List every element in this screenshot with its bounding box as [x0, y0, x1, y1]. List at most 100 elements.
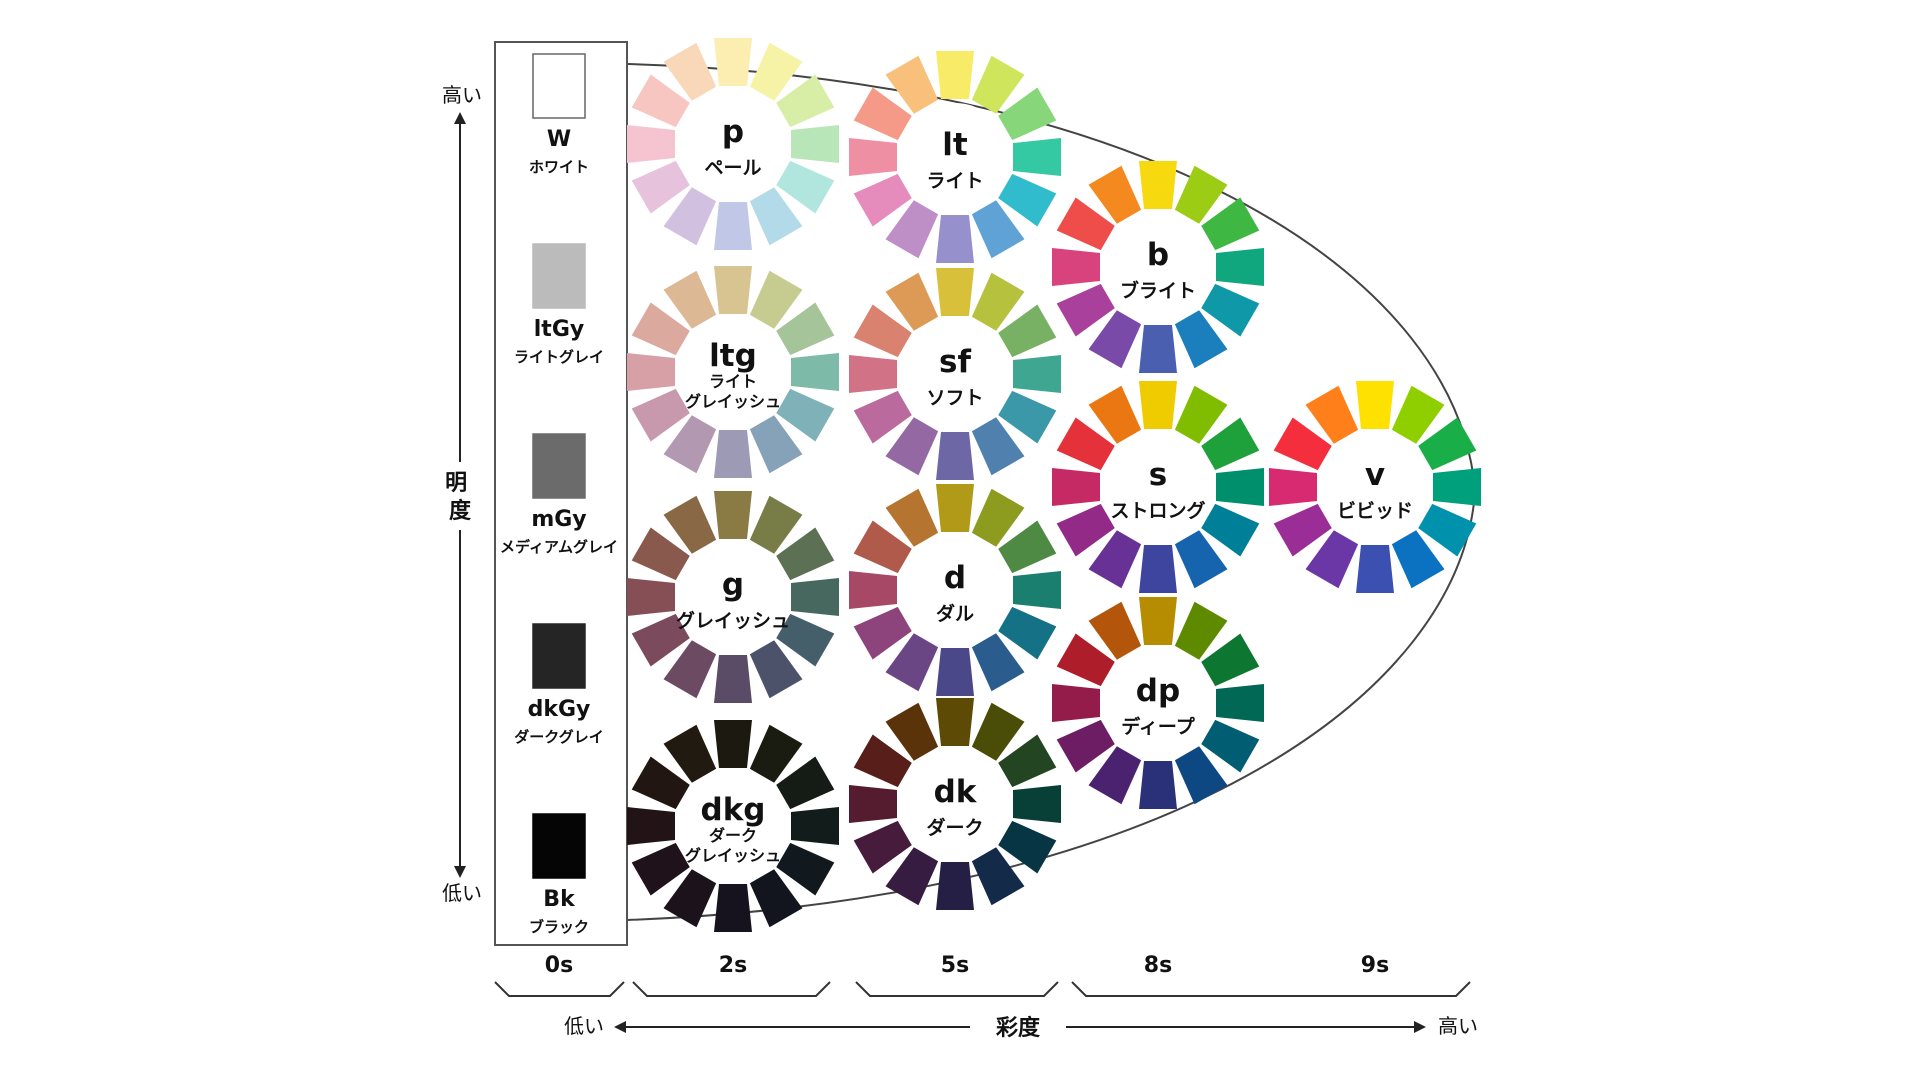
- hue-chip: [1174, 530, 1228, 589]
- saturation-level-label: 8s: [1144, 953, 1172, 978]
- hue-chip: [631, 302, 690, 356]
- hue-chip: [1269, 468, 1317, 506]
- hue-chip: [853, 734, 912, 788]
- hue-chip: [1201, 197, 1260, 251]
- hue-chip: [714, 655, 752, 703]
- hue-chip: [849, 785, 897, 823]
- hue-chip: [749, 187, 803, 246]
- gray-swatch-mgy: [532, 433, 586, 499]
- hue-chip: [776, 74, 835, 128]
- hue-chip: [1356, 381, 1394, 429]
- saturation-axis-label: 彩度: [995, 1015, 1041, 1041]
- hue-chip: [971, 488, 1025, 547]
- tone-wheel-center: [1321, 433, 1429, 541]
- gray-code-label: ltGy: [534, 317, 584, 342]
- hue-chip: [998, 304, 1057, 358]
- tone-name-label: グレイッシュ: [685, 392, 781, 411]
- hue-chip: [971, 417, 1025, 476]
- lightness-axis-label-char: 度: [449, 498, 472, 524]
- hue-chip: [627, 125, 675, 163]
- tone-wheel-v: v ビビッド: [1269, 381, 1481, 593]
- hue-chip: [776, 842, 835, 896]
- hue-chip: [663, 42, 717, 101]
- gray-code-label: mGy: [531, 507, 586, 532]
- hue-chip: [663, 640, 717, 699]
- hue-chip: [971, 55, 1025, 114]
- hue-chip: [749, 640, 803, 699]
- tone-code-label: b: [1147, 237, 1169, 273]
- hue-chip: [885, 633, 939, 692]
- tone-code-label: v: [1365, 457, 1385, 493]
- hue-chip: [998, 606, 1057, 660]
- hue-chip: [663, 270, 717, 329]
- hue-chip: [853, 390, 912, 444]
- hue-chip: [749, 42, 803, 101]
- tone-name-label: ライト: [926, 170, 983, 192]
- hue-chip: [1139, 161, 1177, 209]
- hue-chip: [1174, 601, 1228, 660]
- gray-swatch-w: [532, 53, 586, 119]
- hue-chip: [998, 87, 1057, 141]
- lightness-low-label: 低い: [442, 881, 482, 905]
- hue-chip: [1013, 785, 1061, 823]
- gray-swatch-dkgy: [532, 623, 586, 689]
- tone-name-label: グレイッシュ: [685, 846, 781, 865]
- saturation-level-label: 5s: [941, 953, 969, 978]
- hue-chip: [631, 160, 690, 214]
- tone-name-label: ストロング: [1110, 499, 1205, 522]
- hue-chip: [971, 847, 1025, 906]
- hue-chip: [776, 302, 835, 356]
- hue-chip: [663, 724, 717, 783]
- hue-chip: [714, 720, 752, 768]
- hue-chip: [936, 862, 974, 910]
- hue-chip: [714, 266, 752, 314]
- hue-chip: [1056, 283, 1115, 337]
- hue-chip: [1139, 545, 1177, 593]
- hue-chip: [1013, 571, 1061, 609]
- hue-chip: [885, 55, 939, 114]
- hue-chip: [1013, 355, 1061, 393]
- tone-code-label: g: [722, 567, 744, 603]
- tone-wheel-center: [679, 543, 787, 651]
- hue-chip: [853, 820, 912, 874]
- hue-chip: [1391, 385, 1445, 444]
- hue-chip: [631, 613, 690, 667]
- hue-chip: [971, 633, 1025, 692]
- saturation-bracket: [855, 981, 1059, 997]
- hue-chip: [1139, 761, 1177, 809]
- hue-chip: [627, 353, 675, 391]
- gray-name-label: ライトグレイ: [514, 348, 604, 366]
- hue-chip: [853, 606, 912, 660]
- hue-chip: [714, 491, 752, 539]
- saturation-high-label: 高い: [1438, 1014, 1478, 1038]
- hue-chip: [631, 527, 690, 581]
- gray-scale: W ホワイト ltGy ライトグレイ mGy メディアムグレイ dkGy ダークグレイ Bk ブラ…: [500, 53, 618, 936]
- tone-wheel-center: [901, 320, 1009, 428]
- hue-chip: [776, 527, 835, 581]
- tone-code-label: s: [1149, 457, 1167, 493]
- lightness-axis-label: 明 度: [445, 471, 475, 524]
- hue-chip: [998, 820, 1057, 874]
- lightness-axis: 高い 明 度 低い: [442, 83, 482, 905]
- hue-chip: [1273, 503, 1332, 557]
- hue-chip: [853, 173, 912, 227]
- hue-chip: [1088, 385, 1142, 444]
- hue-chip: [1216, 468, 1264, 506]
- hue-chip: [885, 847, 939, 906]
- hue-chip: [936, 432, 974, 480]
- tone-wheel-p: p ペール: [627, 38, 839, 250]
- hue-chip: [1056, 197, 1115, 251]
- hue-chip: [1201, 719, 1260, 773]
- hue-chip: [663, 495, 717, 554]
- tone-wheel-center: [901, 536, 1009, 644]
- gray-name-label: ブラック: [529, 918, 589, 936]
- hue-chip: [714, 202, 752, 250]
- tone-code-label: p: [722, 114, 744, 150]
- hue-chip: [1391, 530, 1445, 589]
- tone-code-label: dkg: [701, 792, 766, 828]
- tone-code-label: lt: [942, 127, 968, 163]
- tone-wheel-center: [679, 90, 787, 198]
- hue-chip: [1305, 530, 1359, 589]
